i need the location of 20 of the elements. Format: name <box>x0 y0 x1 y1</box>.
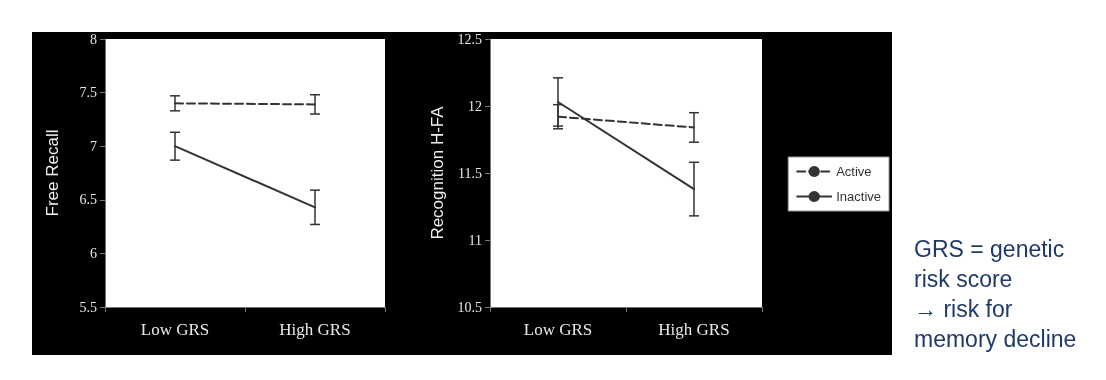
legend-label: Active <box>836 164 872 179</box>
y-tick-label: 12 <box>468 98 482 114</box>
y-tick-label: 10.5 <box>457 299 482 315</box>
x-tick-label: High GRS <box>279 320 351 339</box>
y-axis-title: Free Recall <box>43 129 62 217</box>
x-tick-label: High GRS <box>658 320 730 339</box>
y-tick-label: 11.5 <box>458 165 482 181</box>
y-tick-label: 7.5 <box>79 85 97 101</box>
text: GRS = genetic risk score → risk for memory decline <box>914 235 1078 354</box>
legend-label: Inactive <box>836 189 882 204</box>
y-tick-label: 5.5 <box>79 299 97 315</box>
y-tick-label: 8 <box>90 31 97 47</box>
y-axis-title: Recognition H-FA <box>428 105 447 240</box>
y-tick-label: 11 <box>468 232 482 248</box>
y-tick-label: 7 <box>90 138 97 154</box>
y-tick-label: 12.5 <box>457 31 482 47</box>
x-tick-label: Low GRS <box>523 320 593 339</box>
x-tick-label: Low GRS <box>140 320 210 339</box>
y-tick-label: 6 <box>90 245 97 261</box>
y-tick-label: 6.5 <box>79 192 97 208</box>
